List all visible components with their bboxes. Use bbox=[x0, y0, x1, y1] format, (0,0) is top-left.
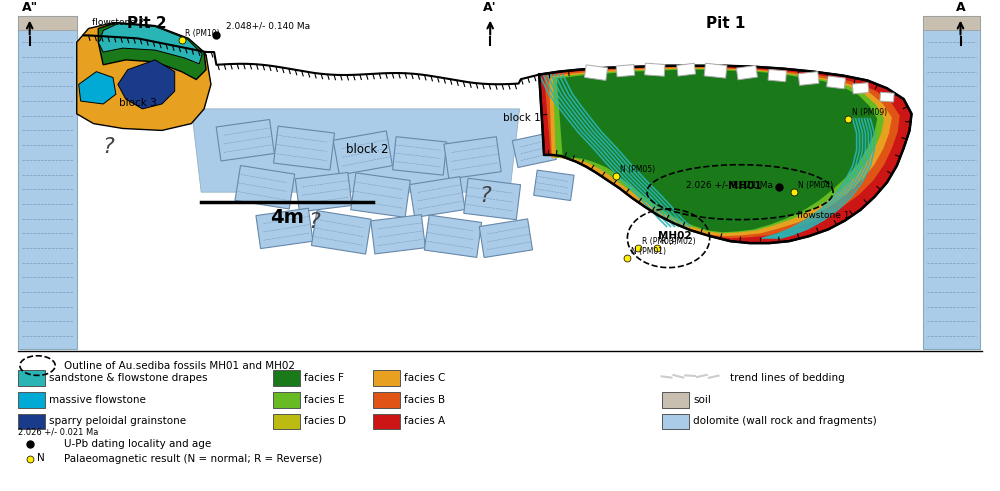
Text: MH01: MH01 bbox=[728, 181, 762, 191]
Bar bbox=[18, 413, 45, 429]
Polygon shape bbox=[677, 63, 696, 76]
Polygon shape bbox=[464, 178, 521, 220]
Polygon shape bbox=[18, 16, 77, 30]
Polygon shape bbox=[557, 70, 877, 232]
Text: block 2: block 2 bbox=[346, 143, 389, 156]
Text: facies F: facies F bbox=[304, 373, 344, 383]
Text: 2.026 +/- 0.021 Ma: 2.026 +/- 0.021 Ma bbox=[18, 427, 98, 436]
Polygon shape bbox=[444, 136, 501, 179]
Polygon shape bbox=[79, 72, 116, 104]
Polygon shape bbox=[768, 69, 787, 82]
Polygon shape bbox=[616, 64, 635, 77]
Polygon shape bbox=[351, 173, 410, 218]
Text: N (PM04): N (PM04) bbox=[798, 181, 833, 190]
Bar bbox=[373, 413, 400, 429]
Polygon shape bbox=[274, 126, 335, 170]
Text: 2.026 +/- 0.021 Ma: 2.026 +/- 0.021 Ma bbox=[686, 180, 773, 189]
Text: Outline of Au.sediba fossils MH01 and MH02: Outline of Au.sediba fossils MH01 and MH… bbox=[64, 360, 295, 371]
Polygon shape bbox=[549, 68, 892, 236]
Text: N (PM05): N (PM05) bbox=[620, 164, 655, 173]
Text: 4m: 4m bbox=[270, 208, 304, 227]
Text: A: A bbox=[956, 1, 965, 14]
Text: U-Pb dating locality and age: U-Pb dating locality and age bbox=[64, 439, 211, 449]
Text: R (PM10): R (PM10) bbox=[185, 29, 220, 38]
Text: flowstone 1: flowstone 1 bbox=[797, 211, 849, 219]
Bar bbox=[18, 371, 45, 386]
Bar bbox=[273, 413, 300, 429]
Bar bbox=[273, 392, 300, 408]
Polygon shape bbox=[736, 65, 757, 80]
Polygon shape bbox=[645, 63, 665, 76]
Polygon shape bbox=[311, 211, 371, 254]
Text: facies B: facies B bbox=[404, 395, 445, 405]
Text: R (PM02): R (PM02) bbox=[661, 237, 695, 246]
Polygon shape bbox=[393, 136, 447, 175]
Polygon shape bbox=[295, 172, 352, 212]
Polygon shape bbox=[410, 177, 465, 218]
Text: Pit 2: Pit 2 bbox=[127, 16, 167, 30]
Text: dolomite (wall rock and fragments): dolomite (wall rock and fragments) bbox=[693, 416, 877, 427]
Polygon shape bbox=[923, 16, 980, 349]
Polygon shape bbox=[512, 133, 556, 167]
Text: N (PM09): N (PM09) bbox=[852, 108, 887, 117]
Polygon shape bbox=[880, 92, 894, 102]
Polygon shape bbox=[371, 215, 425, 254]
Polygon shape bbox=[77, 23, 211, 131]
Polygon shape bbox=[333, 131, 392, 175]
Text: flowstone 2: flowstone 2 bbox=[92, 18, 144, 27]
Polygon shape bbox=[544, 67, 900, 238]
Bar bbox=[662, 392, 689, 408]
Text: R (PM03): R (PM03) bbox=[642, 237, 677, 246]
Text: sandstone & flowstone drapes: sandstone & flowstone drapes bbox=[49, 373, 208, 383]
Text: 2.048+/- 0.140 Ma: 2.048+/- 0.140 Ma bbox=[226, 22, 310, 30]
Text: N: N bbox=[37, 453, 44, 463]
Bar bbox=[18, 392, 45, 408]
Polygon shape bbox=[98, 23, 206, 80]
Text: ?: ? bbox=[479, 186, 491, 206]
Polygon shape bbox=[479, 219, 533, 257]
Bar bbox=[373, 392, 400, 408]
Text: MH02: MH02 bbox=[658, 231, 691, 241]
Text: facies C: facies C bbox=[404, 373, 445, 383]
Text: Pit 1: Pit 1 bbox=[706, 16, 745, 30]
Text: facies A: facies A bbox=[404, 416, 445, 427]
Polygon shape bbox=[235, 165, 295, 209]
Text: block 1: block 1 bbox=[503, 112, 540, 123]
Polygon shape bbox=[584, 65, 608, 81]
Polygon shape bbox=[216, 119, 274, 161]
Polygon shape bbox=[539, 66, 912, 243]
Text: ?: ? bbox=[102, 137, 114, 157]
Polygon shape bbox=[852, 83, 869, 94]
Bar bbox=[373, 371, 400, 386]
Polygon shape bbox=[18, 16, 77, 349]
Text: A": A" bbox=[22, 1, 38, 14]
Polygon shape bbox=[798, 72, 819, 85]
Text: massive flowstone: massive flowstone bbox=[49, 395, 146, 405]
Polygon shape bbox=[98, 24, 202, 64]
Text: facies D: facies D bbox=[304, 416, 346, 427]
Text: soil: soil bbox=[693, 395, 711, 405]
Polygon shape bbox=[923, 16, 980, 30]
Text: Palaeomagnetic result (N = normal; R = Reverse): Palaeomagnetic result (N = normal; R = R… bbox=[64, 454, 322, 464]
Polygon shape bbox=[424, 215, 482, 257]
Polygon shape bbox=[118, 60, 175, 109]
Text: N (PM01): N (PM01) bbox=[631, 247, 666, 256]
Text: trend lines of bedding: trend lines of bedding bbox=[730, 373, 845, 383]
Text: block 3: block 3 bbox=[119, 98, 156, 108]
Text: A': A' bbox=[483, 1, 497, 14]
Text: facies E: facies E bbox=[304, 395, 345, 405]
Text: ?: ? bbox=[308, 213, 320, 232]
Text: sparry peloidal grainstone: sparry peloidal grainstone bbox=[49, 416, 186, 427]
Polygon shape bbox=[704, 63, 727, 78]
Polygon shape bbox=[191, 109, 520, 192]
Polygon shape bbox=[827, 76, 845, 89]
Bar bbox=[273, 371, 300, 386]
Polygon shape bbox=[534, 170, 574, 200]
Polygon shape bbox=[256, 208, 313, 248]
Polygon shape bbox=[553, 69, 884, 233]
Bar bbox=[662, 413, 689, 429]
